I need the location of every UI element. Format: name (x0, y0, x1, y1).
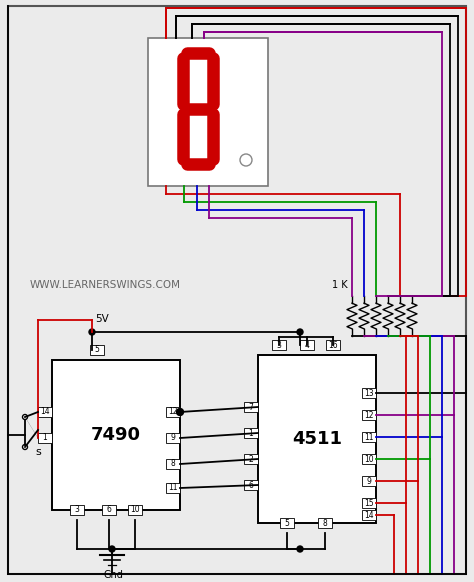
Bar (244, 402, 258, 412)
Bar (362, 388, 376, 398)
Bar (166, 483, 180, 493)
Text: Gnd: Gnd (104, 570, 124, 580)
Bar (272, 340, 286, 350)
Text: 4511: 4511 (292, 430, 342, 448)
Bar (166, 433, 180, 443)
Bar (128, 505, 142, 515)
Text: 15: 15 (364, 499, 374, 508)
Text: 1: 1 (249, 428, 254, 438)
Bar (244, 454, 258, 464)
Text: 12: 12 (168, 407, 178, 417)
Bar (362, 510, 376, 520)
Circle shape (22, 445, 27, 449)
Text: 10: 10 (130, 506, 140, 514)
Circle shape (176, 409, 183, 416)
Text: 3: 3 (74, 506, 80, 514)
Circle shape (297, 329, 303, 335)
Text: 7490: 7490 (91, 426, 141, 444)
Circle shape (22, 414, 27, 420)
Circle shape (240, 154, 252, 166)
Text: 5V: 5V (95, 314, 109, 324)
Bar (326, 340, 340, 350)
Bar (148, 38, 268, 186)
Text: 9: 9 (171, 434, 175, 442)
Text: 2: 2 (249, 455, 254, 463)
Bar (362, 432, 376, 442)
Text: 11: 11 (168, 484, 178, 492)
Circle shape (297, 546, 303, 552)
Bar (362, 454, 376, 464)
Bar (318, 518, 332, 528)
Bar (244, 428, 258, 438)
Text: 13: 13 (364, 389, 374, 398)
Text: 1: 1 (43, 434, 47, 442)
Text: 8: 8 (171, 460, 175, 469)
Text: 12: 12 (364, 410, 374, 420)
Text: 9: 9 (366, 477, 372, 485)
Bar (38, 407, 52, 417)
Bar (362, 476, 376, 486)
Text: 11: 11 (364, 432, 374, 442)
Bar (70, 505, 84, 515)
Text: 5: 5 (284, 519, 290, 527)
Text: 7: 7 (248, 403, 254, 411)
Bar (166, 459, 180, 469)
Text: 8: 8 (323, 519, 328, 527)
Text: 1 K: 1 K (332, 280, 347, 290)
Bar (300, 340, 314, 350)
Bar (90, 345, 104, 355)
Bar (38, 433, 52, 443)
Bar (102, 505, 116, 515)
Text: 6: 6 (107, 506, 111, 514)
Text: 3: 3 (276, 340, 282, 350)
Text: 10: 10 (364, 455, 374, 463)
Bar (166, 407, 180, 417)
Text: 14: 14 (40, 407, 50, 417)
Text: 16: 16 (328, 340, 338, 350)
Bar (258, 355, 376, 523)
Bar (362, 410, 376, 420)
Text: 5: 5 (94, 346, 100, 354)
Text: s: s (35, 447, 41, 457)
Bar (52, 360, 180, 510)
Bar (244, 480, 258, 490)
Bar (280, 518, 294, 528)
Text: 14: 14 (364, 510, 374, 520)
Bar (362, 498, 376, 508)
Text: 6: 6 (248, 481, 254, 489)
Text: WWW.LEARNERSWINGS.COM: WWW.LEARNERSWINGS.COM (29, 280, 181, 290)
Circle shape (89, 329, 95, 335)
Text: 4: 4 (305, 340, 310, 350)
Circle shape (109, 546, 115, 552)
